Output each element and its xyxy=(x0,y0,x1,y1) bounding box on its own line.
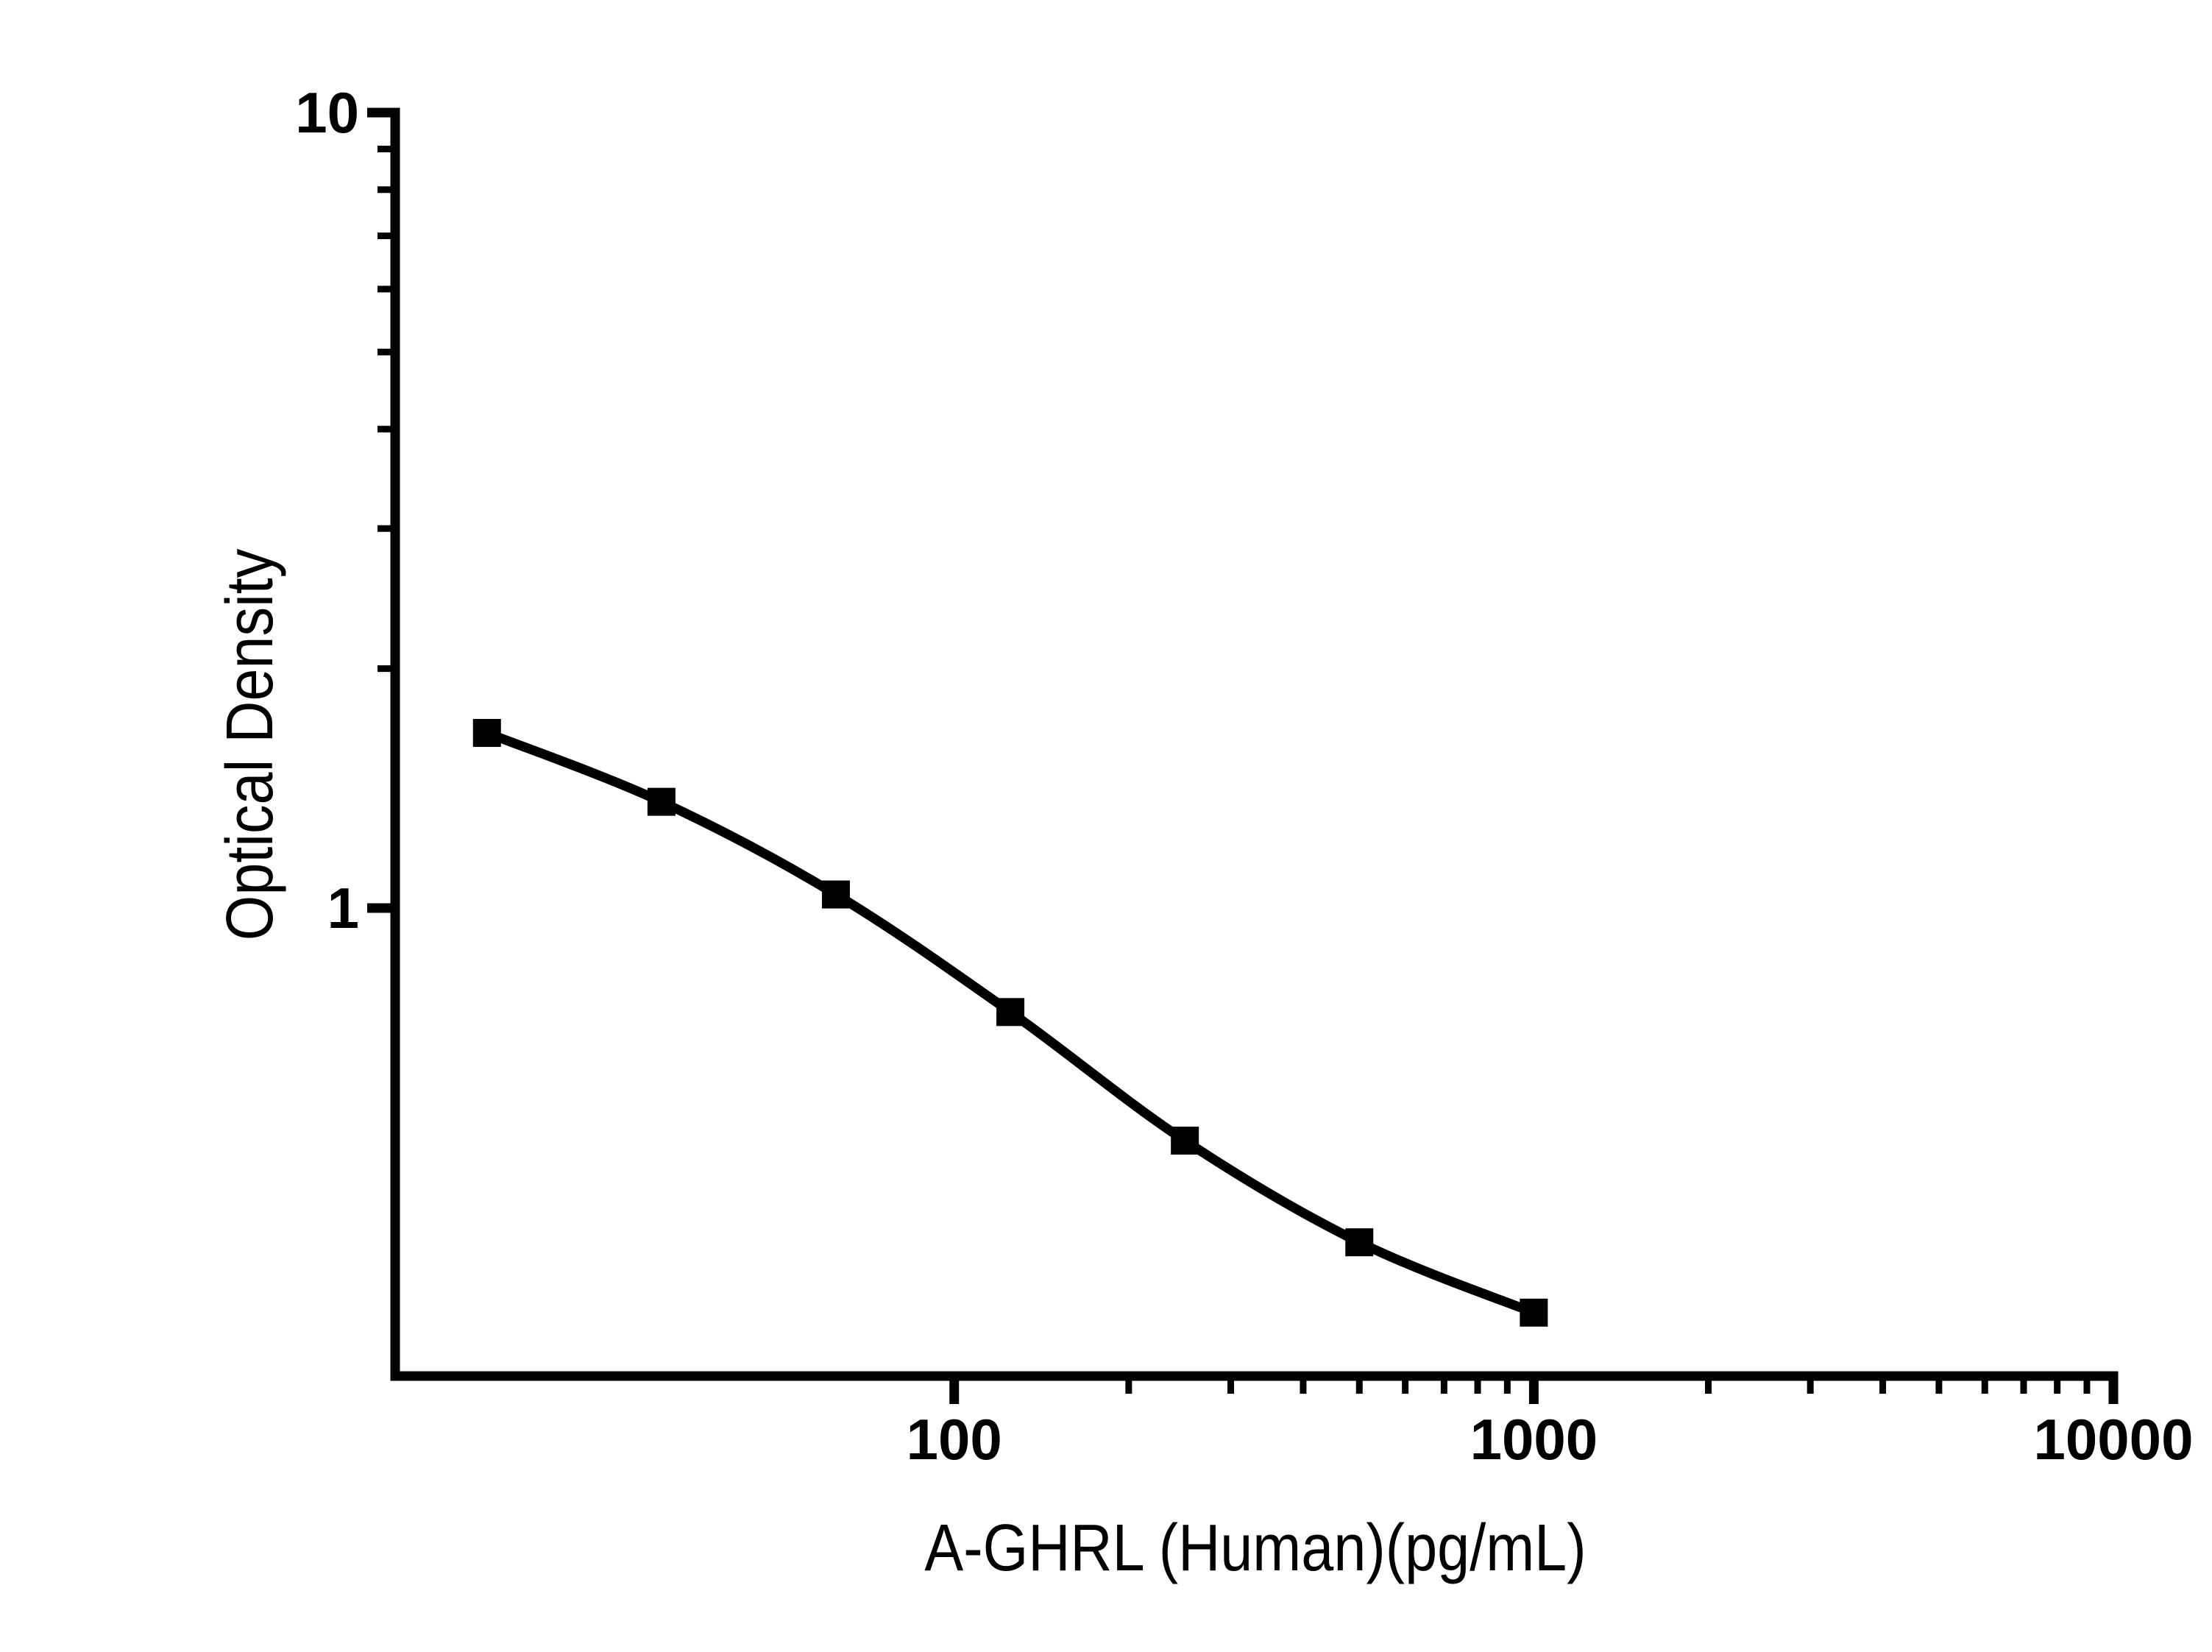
elisa-standard-curve-figure: 100 1000 10000 10 1 A-GHRL (Human)(pg/mL) O… xyxy=(29,12,2212,1640)
y-tick-label: 1 xyxy=(327,876,359,940)
x-tick-label: 10000 xyxy=(2034,1407,2194,1472)
x-tick-label: 100 xyxy=(907,1407,1002,1472)
data-point-marker xyxy=(1345,1228,1374,1257)
y-axis-tick-labels: 10 1 xyxy=(295,80,359,940)
x-axis-title: A-GHRL (Human)(pg/mL) xyxy=(924,1510,1586,1584)
data-point-marker xyxy=(472,719,501,748)
x-axis-minor-ticks xyxy=(1125,1376,2091,1394)
data-point-marker xyxy=(821,880,850,909)
x-tick-label: 1000 xyxy=(1470,1407,1598,1472)
data-point-marker xyxy=(996,998,1025,1027)
data-point-marker xyxy=(647,787,676,816)
x-axis-major-ticks xyxy=(949,1376,2119,1404)
y-axis-minor-ticks xyxy=(377,145,395,673)
axis-lines xyxy=(390,107,2119,1381)
series-markers xyxy=(472,719,1548,1327)
y-axis-major-ticks xyxy=(367,107,395,913)
plot-axes: 100 1000 10000 10 1 xyxy=(295,80,2193,1472)
data-point-marker xyxy=(1520,1298,1548,1327)
y-axis-title: Optical Density xyxy=(212,548,286,940)
data-series xyxy=(472,719,1548,1327)
data-point-marker xyxy=(1171,1127,1199,1155)
x-axis-tick-labels: 100 1000 10000 xyxy=(907,1407,2194,1472)
y-tick-label: 10 xyxy=(295,80,359,145)
chart-svg: 100 1000 10000 10 1 A-GHRL (Human)(pg/mL) O… xyxy=(212,80,2193,1584)
